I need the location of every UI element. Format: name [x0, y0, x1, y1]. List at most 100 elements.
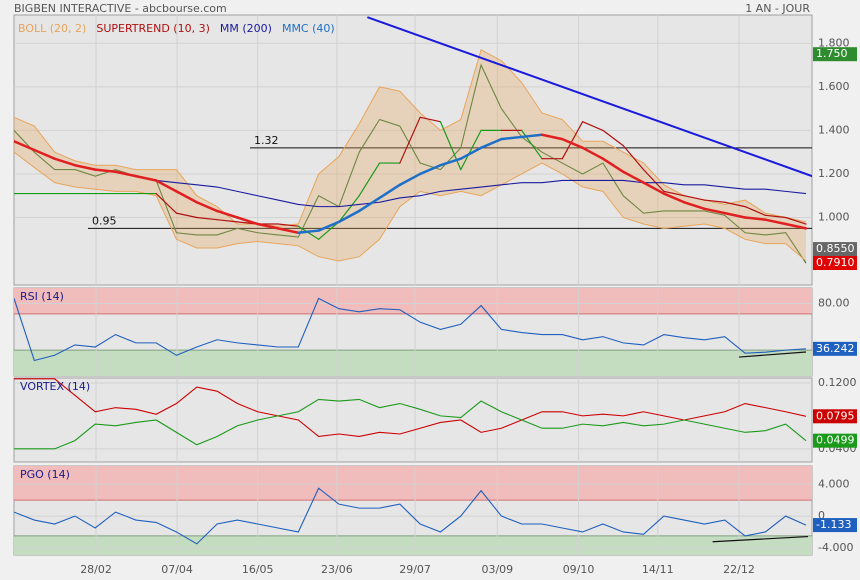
value-badge	[813, 409, 857, 424]
series-segment	[561, 137, 584, 150]
legend-entry: BOLL (20, 2)	[18, 22, 86, 35]
series-line	[14, 378, 807, 438]
x-tick-label: 14/11	[642, 563, 674, 576]
series-segment	[479, 137, 503, 150]
series-segment	[703, 199, 726, 203]
series-segment	[682, 201, 706, 211]
series-segment	[195, 201, 219, 213]
series-segment	[134, 174, 158, 182]
series-segment	[521, 129, 543, 160]
series-segment	[358, 162, 381, 197]
trend-line	[712, 535, 809, 543]
legend-entry: SUPERTREND (10, 3)	[96, 22, 210, 35]
series-segment	[318, 221, 340, 240]
series-segment	[33, 148, 56, 160]
series-segment	[419, 116, 442, 123]
series-segment	[14, 140, 36, 152]
panel-content	[14, 466, 812, 555]
series-segment	[196, 216, 218, 221]
series-segment	[642, 181, 666, 195]
zone-lower	[14, 350, 812, 376]
series-segment	[582, 121, 604, 132]
y-tick-label: 80.00	[818, 297, 850, 310]
series-segment	[276, 227, 300, 234]
value-badge-label: 0.7910	[816, 256, 855, 269]
series-segment	[154, 179, 178, 193]
value-badge	[813, 256, 857, 271]
value-badge	[813, 433, 857, 448]
x-tick-label: 09/10	[563, 563, 595, 576]
series-segment	[663, 190, 685, 197]
boll-upper	[14, 49, 807, 227]
series-segment	[500, 135, 523, 141]
value-badge-label: 36.242	[816, 342, 855, 355]
y-tick-label: 1.800	[818, 36, 850, 49]
panel-background	[13, 377, 813, 463]
series-segment	[155, 192, 178, 214]
series-segment	[53, 157, 77, 167]
series-segment	[236, 216, 259, 226]
series-segment	[601, 157, 625, 174]
series-segment	[540, 133, 564, 141]
series-segment	[784, 222, 808, 230]
series-segment	[581, 146, 605, 160]
panel-content	[14, 288, 812, 376]
value-badge	[813, 518, 857, 533]
level-label: 0.95	[92, 214, 117, 227]
series-segment	[642, 168, 665, 192]
panel-title: PGO (14)	[20, 468, 70, 481]
series-segment	[175, 212, 198, 219]
series-segment	[744, 206, 766, 216]
panel-content: 1.32 0.95	[14, 15, 812, 285]
level-label: 1.32	[254, 134, 279, 147]
y-tick-label: 0.1200	[818, 376, 857, 389]
y-tick-label: 0	[818, 509, 825, 522]
header-period: 1 AN - JOUR	[745, 2, 810, 15]
series-segment	[256, 222, 280, 230]
series-line	[14, 487, 807, 545]
series-segment	[418, 163, 442, 176]
series-segment	[215, 209, 239, 219]
series-segment	[622, 145, 645, 171]
series-segment	[764, 214, 787, 219]
series-segment	[114, 170, 138, 178]
series-segment	[520, 133, 544, 139]
panel-title: VORTEX (14)	[20, 380, 90, 393]
series-segment	[723, 211, 747, 219]
y-tick-label: -4.000	[818, 541, 853, 554]
x-tick-label: 29/07	[399, 563, 431, 576]
x-tick-label: 28/02	[80, 563, 112, 576]
series-segment	[378, 183, 402, 200]
value-badge-label: 0.0499	[816, 434, 855, 447]
y-tick-label: 1.000	[818, 211, 850, 224]
x-tick-label: 23/06	[321, 563, 353, 576]
series-segment	[602, 129, 624, 147]
legend-entry: MM (200)	[220, 22, 272, 35]
series-segment	[73, 163, 97, 171]
series-segment	[764, 218, 787, 226]
series-line	[14, 398, 807, 450]
series-segment	[175, 190, 199, 204]
zone-upper	[14, 288, 812, 314]
series-segment	[662, 192, 686, 204]
series-segment	[317, 220, 341, 232]
y-tick-label: 1.200	[818, 167, 850, 180]
series-segment	[460, 129, 482, 171]
series-segment	[621, 170, 645, 184]
series-segment	[338, 195, 360, 223]
x-tick-label: 07/04	[161, 563, 193, 576]
trend-line	[738, 351, 807, 358]
value-badge-label: 0.8550	[816, 242, 855, 255]
series-segment	[459, 146, 483, 160]
series-segment	[93, 168, 117, 174]
series-segment	[561, 121, 584, 160]
y-tick-label: 4.000	[818, 477, 850, 490]
series-segment	[277, 223, 299, 227]
zone-upper	[14, 466, 812, 501]
value-badge	[813, 47, 857, 62]
series-segment	[703, 207, 727, 215]
value-badge-label: 1.750	[816, 47, 848, 60]
series-segment	[439, 157, 463, 167]
